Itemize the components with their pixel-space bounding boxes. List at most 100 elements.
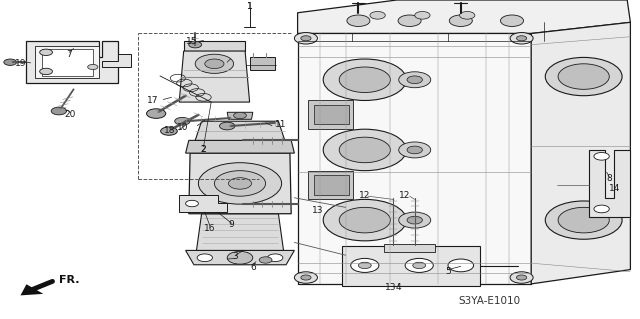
Circle shape — [88, 64, 98, 70]
Circle shape — [399, 72, 431, 88]
Polygon shape — [314, 175, 349, 195]
Circle shape — [198, 163, 282, 204]
Circle shape — [220, 122, 235, 130]
Text: 14: 14 — [609, 184, 620, 193]
Text: 11: 11 — [275, 120, 286, 129]
Circle shape — [323, 199, 406, 241]
Polygon shape — [298, 33, 531, 284]
Circle shape — [460, 11, 475, 19]
Text: 8: 8 — [607, 174, 612, 183]
Circle shape — [399, 212, 431, 228]
Circle shape — [399, 142, 431, 158]
Polygon shape — [227, 112, 253, 119]
Polygon shape — [102, 54, 131, 67]
Text: 1: 1 — [247, 2, 252, 11]
Text: 20: 20 — [65, 110, 76, 119]
Circle shape — [545, 201, 622, 239]
Circle shape — [405, 258, 433, 272]
Circle shape — [407, 216, 422, 224]
Text: 5: 5 — [445, 267, 451, 276]
Polygon shape — [42, 49, 93, 76]
Circle shape — [500, 15, 524, 26]
Circle shape — [259, 257, 272, 263]
Circle shape — [234, 112, 246, 119]
Text: 18: 18 — [164, 126, 175, 135]
Circle shape — [186, 200, 198, 207]
Text: 19: 19 — [15, 59, 26, 68]
Circle shape — [516, 36, 527, 41]
Text: 4: 4 — [396, 283, 401, 292]
Circle shape — [214, 171, 266, 196]
Polygon shape — [189, 153, 291, 214]
Circle shape — [197, 254, 212, 262]
Text: 12: 12 — [399, 191, 411, 200]
Polygon shape — [250, 57, 275, 70]
Circle shape — [415, 11, 430, 19]
Text: 17: 17 — [147, 96, 158, 105]
Circle shape — [358, 262, 371, 269]
Text: 13: 13 — [312, 206, 324, 215]
Text: 13: 13 — [385, 283, 396, 292]
Circle shape — [205, 59, 224, 69]
Polygon shape — [196, 214, 284, 250]
Text: 16: 16 — [204, 224, 216, 233]
Circle shape — [161, 127, 177, 135]
Circle shape — [51, 107, 67, 115]
Polygon shape — [184, 41, 245, 51]
Polygon shape — [179, 51, 250, 102]
Circle shape — [448, 259, 474, 272]
Circle shape — [407, 76, 422, 84]
Circle shape — [347, 15, 370, 26]
Circle shape — [339, 207, 390, 233]
Polygon shape — [186, 250, 294, 265]
Circle shape — [407, 146, 422, 154]
Polygon shape — [179, 195, 227, 212]
Text: 1: 1 — [247, 2, 252, 11]
Polygon shape — [20, 284, 44, 295]
Circle shape — [294, 272, 317, 283]
Text: 2: 2 — [201, 145, 206, 154]
Circle shape — [147, 109, 166, 118]
Text: 3: 3 — [233, 252, 238, 261]
Text: 7: 7 — [67, 50, 72, 59]
Text: 2: 2 — [201, 145, 206, 154]
Circle shape — [351, 258, 379, 272]
Text: FR.: FR. — [59, 275, 79, 285]
Polygon shape — [308, 100, 353, 129]
Circle shape — [558, 64, 609, 89]
Circle shape — [594, 152, 609, 160]
Circle shape — [227, 251, 253, 264]
Polygon shape — [195, 121, 285, 140]
Circle shape — [413, 262, 426, 269]
Text: S3YA-E1010: S3YA-E1010 — [458, 296, 521, 307]
Polygon shape — [531, 22, 630, 284]
Text: 12: 12 — [358, 191, 370, 200]
Text: 10: 10 — [177, 123, 188, 132]
Circle shape — [175, 117, 190, 125]
Circle shape — [189, 41, 202, 48]
Circle shape — [323, 59, 406, 100]
Circle shape — [195, 54, 234, 73]
Circle shape — [301, 36, 311, 41]
Circle shape — [510, 272, 533, 283]
Circle shape — [301, 275, 311, 280]
Text: 9: 9 — [229, 220, 234, 229]
Polygon shape — [342, 246, 480, 286]
Circle shape — [594, 205, 609, 213]
Polygon shape — [186, 140, 294, 153]
Circle shape — [228, 178, 252, 189]
Polygon shape — [384, 244, 435, 252]
Circle shape — [510, 33, 533, 44]
Circle shape — [545, 57, 622, 96]
Circle shape — [370, 11, 385, 19]
Circle shape — [398, 15, 421, 26]
Polygon shape — [26, 41, 118, 83]
Text: 15: 15 — [186, 37, 198, 46]
Circle shape — [516, 275, 527, 280]
Polygon shape — [35, 46, 99, 78]
Circle shape — [40, 49, 52, 56]
Polygon shape — [308, 171, 353, 199]
Text: 6: 6 — [250, 263, 255, 271]
Polygon shape — [589, 150, 630, 217]
Circle shape — [4, 59, 17, 65]
